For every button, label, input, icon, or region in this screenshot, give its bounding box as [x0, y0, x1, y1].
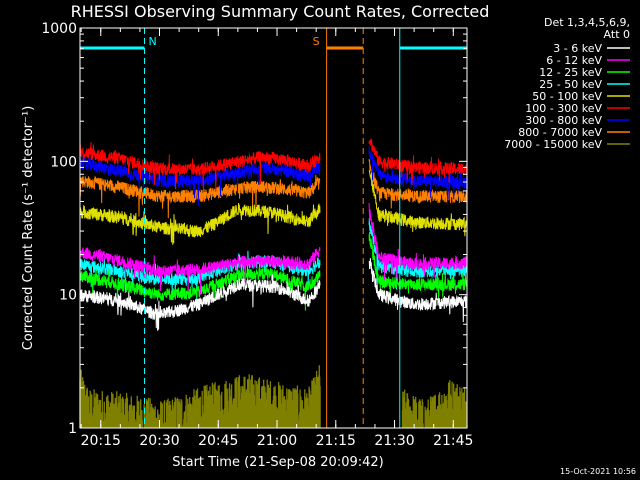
x-tick-label: 20:30 — [139, 433, 179, 449]
plot-area — [79, 138, 468, 428]
x-axis-label: Start Time (21-Sep-08 20:09:42) — [172, 455, 383, 470]
legend-label: 12 - 25 keV — [539, 66, 602, 79]
series-trace — [368, 231, 468, 302]
y-axis-label: Corrected Count Rate (s⁻¹ detector⁻¹) — [21, 106, 36, 351]
legend-label: 300 - 800 keV — [525, 114, 602, 127]
y-tick-label: 1000 — [41, 21, 77, 37]
series-trace — [368, 169, 468, 237]
series-trace — [368, 258, 468, 323]
series-trace — [79, 174, 321, 219]
series-trace — [79, 247, 321, 295]
legend-label: 25 - 50 keV — [539, 78, 602, 91]
legend-label: 7000 - 15000 keV — [504, 138, 602, 151]
series-trace — [79, 202, 321, 245]
flag-label: N — [149, 35, 157, 48]
series-trace — [368, 145, 468, 205]
legend-label: 100 - 300 keV — [525, 102, 602, 115]
x-tick-label: 20:15 — [81, 433, 121, 449]
legend-header-att: Att 0 — [604, 28, 630, 41]
series-trace — [368, 158, 468, 209]
x-tick-label: 21:45 — [433, 433, 473, 449]
legend-label: 800 - 7000 keV — [518, 126, 602, 139]
x-tick-label: 21:00 — [257, 433, 297, 449]
plot-frame — [79, 27, 468, 429]
chart-title: RHESSI Observing Summary Count Rates, Co… — [71, 2, 490, 21]
legend-label: 3 - 6 keV — [553, 42, 602, 55]
flag-label: S — [313, 35, 320, 48]
y-tick-label: 100 — [50, 154, 77, 170]
y-axis-ticks: 1 10 100 1000 — [41, 21, 467, 437]
series-trace — [368, 218, 468, 290]
render-timestamp: 15-Oct-2021 10:56 — [560, 467, 636, 476]
y-tick-label: 1 — [68, 421, 77, 437]
series-trace — [79, 267, 321, 311]
series-trace — [368, 202, 468, 281]
x-tick-label: 20:45 — [198, 433, 238, 449]
legend-label: 6 - 12 keV — [546, 54, 602, 67]
series-trace — [368, 138, 468, 187]
x-tick-label: 21:15 — [316, 433, 356, 449]
series-trace — [79, 274, 321, 331]
y-tick-label: 10 — [59, 288, 77, 304]
series-trace — [79, 142, 321, 192]
x-axis-ticks: 20:15 20:30 20:45 21:00 21:15 21:30 21:45 — [81, 28, 473, 449]
series-trace — [401, 380, 468, 428]
legend-label: 50 - 100 keV — [532, 90, 602, 103]
x-tick-label: 21:30 — [374, 433, 414, 449]
legend-header-det: Det 1,3,4,5,6,9, — [544, 16, 630, 29]
